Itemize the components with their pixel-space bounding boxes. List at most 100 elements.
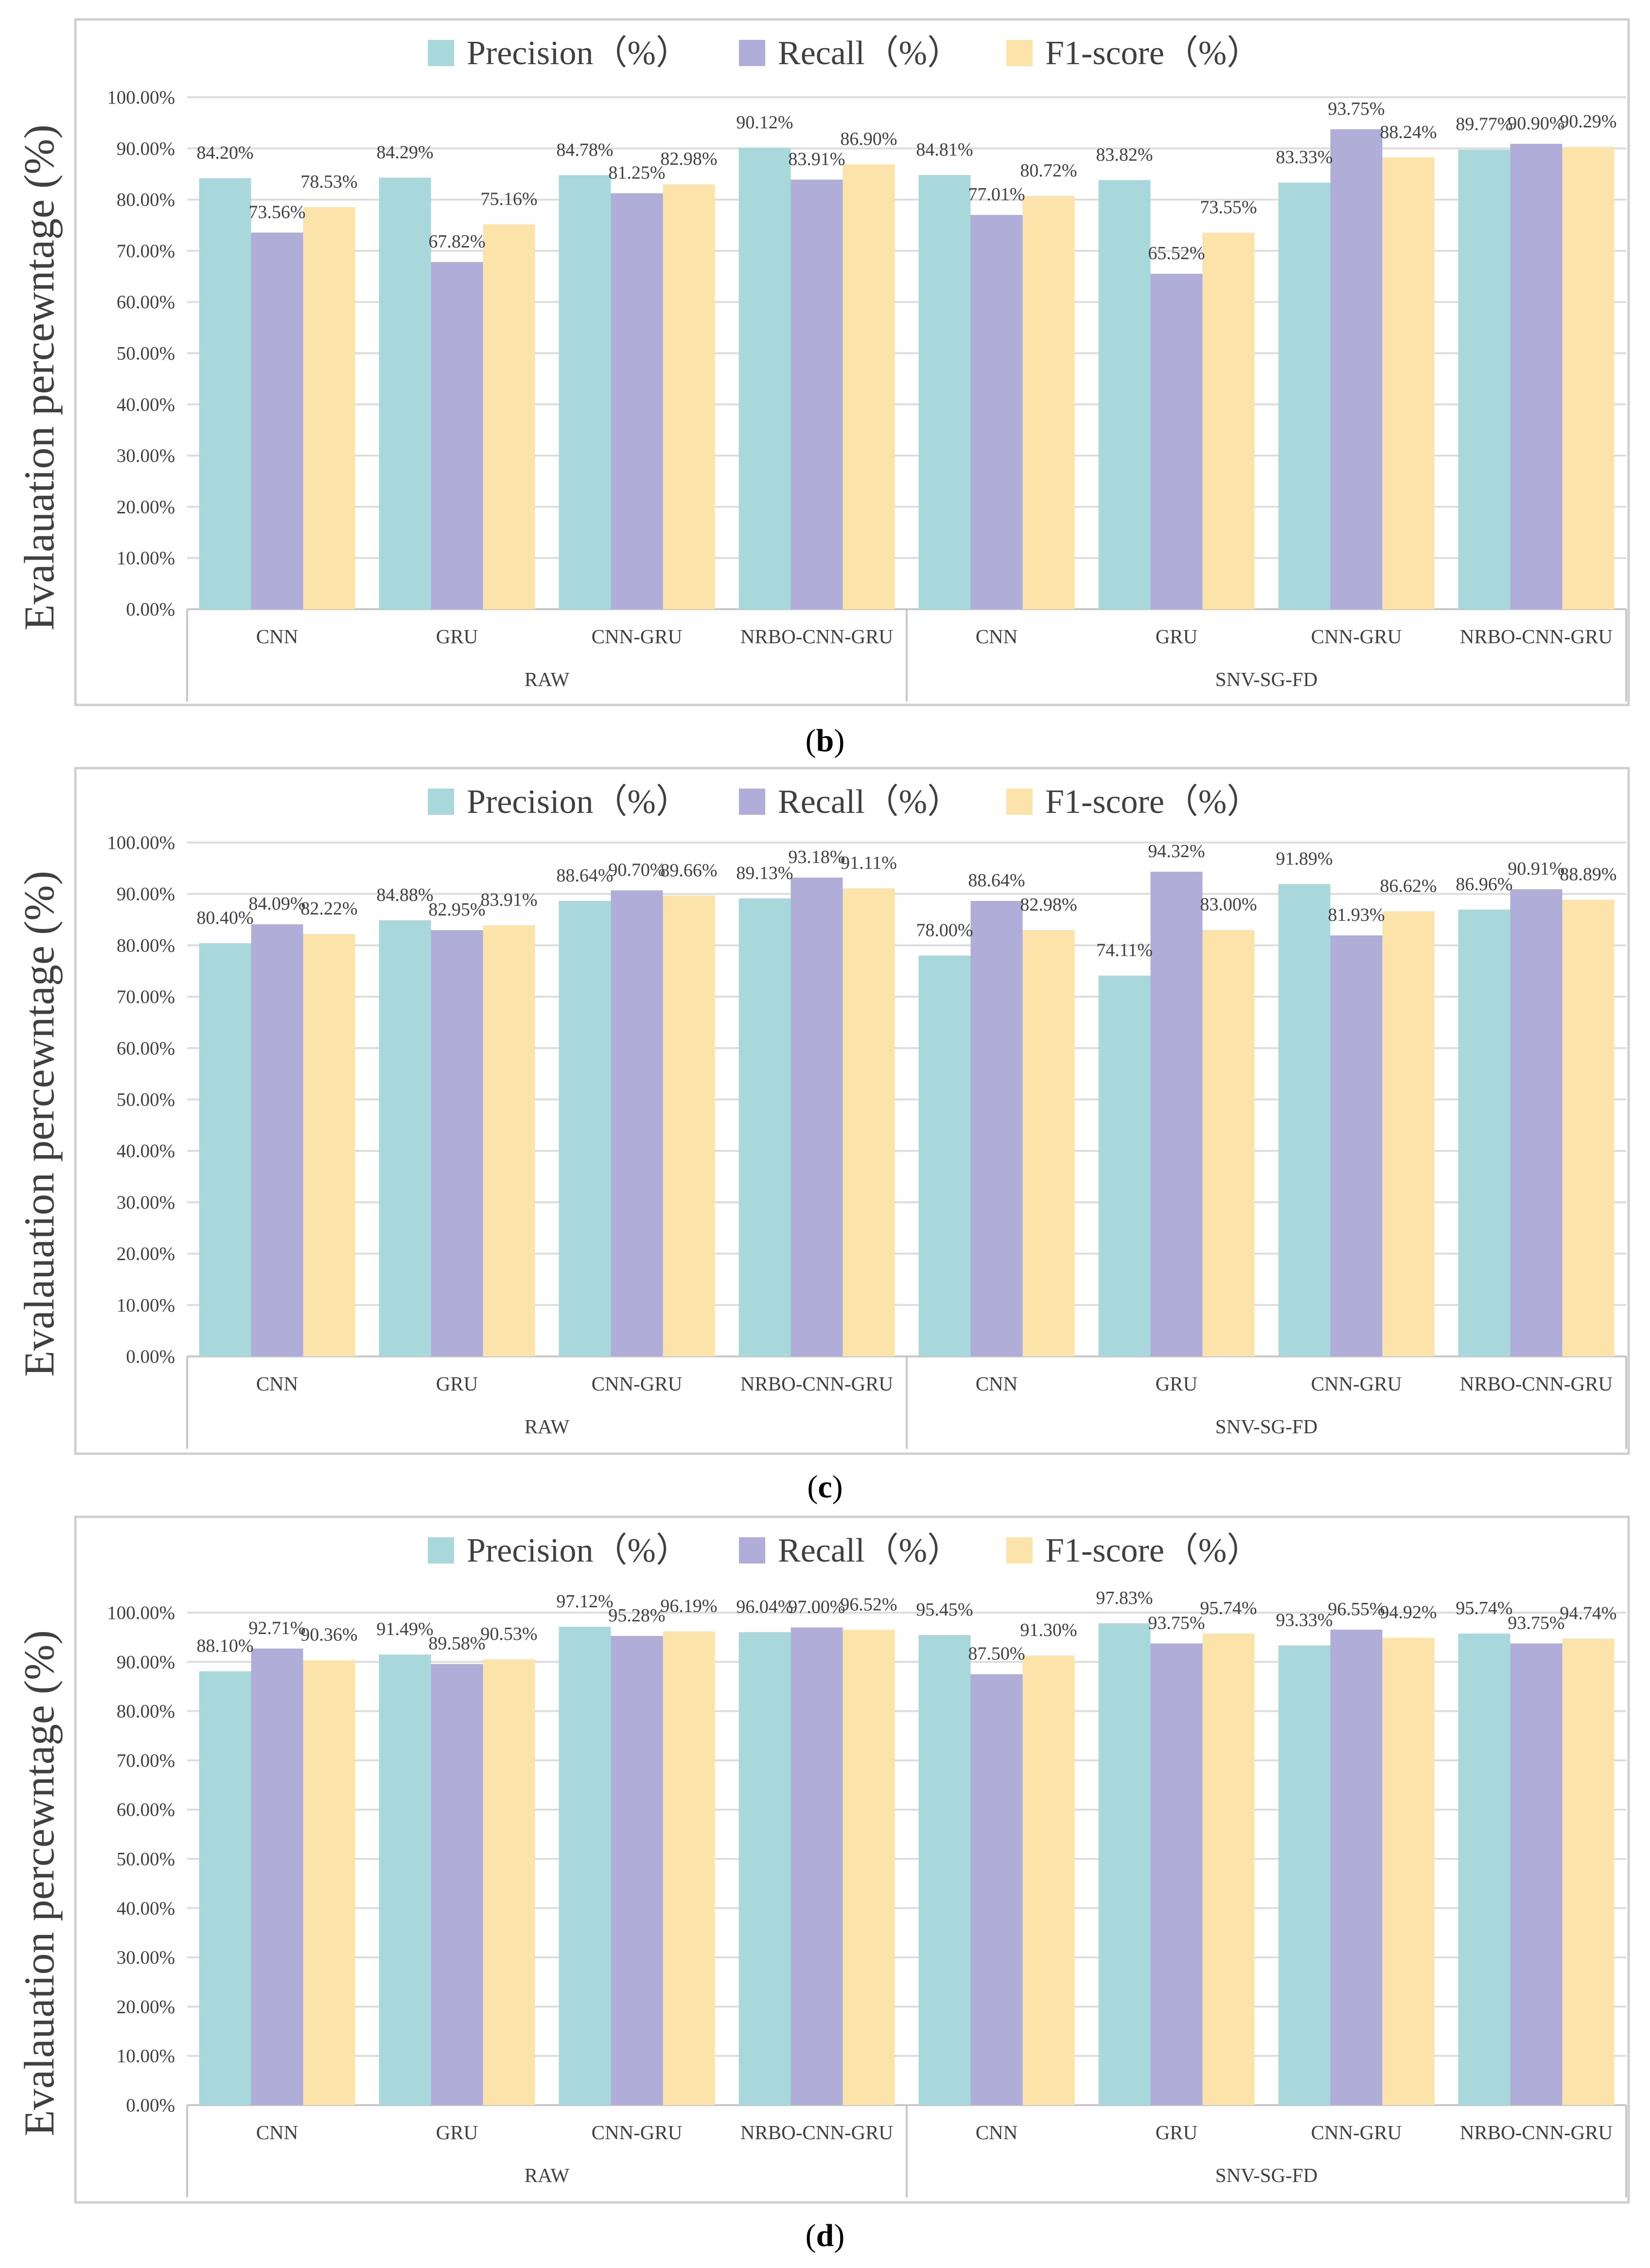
bar-precision-5 [918, 175, 971, 610]
data-label-recall: 81.25% [608, 162, 665, 183]
data-label-f1: 80.72% [1020, 160, 1077, 181]
panel-caption: (d) [806, 2218, 845, 2253]
data-label-recall: 93.75% [1508, 1613, 1564, 1633]
chart-panel-d: 0.00% 10.00% 20.00% 30.00% 40.00% 50.00% 60.00… [16, 1515, 1630, 2253]
data-label-recall: 95.28% [608, 1605, 665, 1626]
category-label: CNN [976, 2121, 1018, 2144]
data-label-recall: 90.90% [1508, 113, 1564, 134]
bar-recall-6 [1150, 274, 1203, 609]
data-label-f1: 86.90% [840, 129, 897, 149]
category-label: CNN [256, 2121, 298, 2144]
bar-precision-8 [1458, 1634, 1510, 2105]
bar-f1-7 [1382, 157, 1435, 610]
data-label-recall: 92.71% [248, 1618, 305, 1638]
bar-f1-8 [1562, 1638, 1615, 2105]
data-label-recall: 73.56% [248, 202, 305, 222]
data-label-f1: 94.74% [1560, 1603, 1616, 1623]
data-label-f1: 89.66% [660, 860, 717, 880]
legend-label-precision: Precision（%） [467, 1532, 690, 1569]
y-tick-label: 30.00% [117, 1192, 175, 1213]
category-label: CNN-GRU [592, 625, 683, 648]
caption-paren-close: ) [834, 723, 844, 758]
data-label-precision: 97.12% [556, 1591, 613, 1612]
data-label-f1: 96.19% [660, 1596, 717, 1617]
legend-swatch-f1 [1006, 1537, 1033, 1564]
caption-paren-close: ) [834, 2218, 844, 2253]
y-tick-label: 90.00% [117, 884, 175, 905]
data-label-precision: 84.88% [376, 885, 433, 905]
legend-swatch-recall [739, 40, 765, 66]
bar-f1-5 [1022, 196, 1075, 609]
data-label-precision: 95.45% [916, 1600, 973, 1620]
category-label: CNN [976, 1372, 1018, 1395]
y-tick-label: 80.00% [117, 190, 175, 211]
bar-recall-5 [970, 215, 1023, 609]
y-tick-label: 0.00% [126, 1346, 175, 1367]
caption-paren-close: ) [832, 1469, 843, 1505]
group-label: SNV-SG-FD [1215, 1415, 1317, 1438]
data-label-precision: 83.33% [1276, 147, 1333, 168]
data-label-recall: 88.64% [968, 870, 1025, 891]
bar-f1-1 [303, 207, 355, 609]
data-label-precision: 83.82% [1096, 144, 1153, 165]
category-label: NRBO-CNN-GRU [1460, 2121, 1613, 2144]
bar-precision-3 [559, 901, 611, 1356]
y-tick-label: 80.00% [117, 1701, 175, 1722]
bar-recall-8 [1510, 889, 1562, 1356]
data-label-recall: 90.91% [1508, 859, 1564, 879]
bar-precision-6 [1098, 180, 1151, 610]
bar-recall-1 [251, 924, 303, 1356]
bar-precision-1 [199, 943, 251, 1356]
data-label-f1: 78.53% [300, 172, 357, 192]
bar-f1-7 [1382, 1637, 1435, 2105]
group-label: SNV-SG-FD [1215, 2164, 1317, 2186]
group-label: RAW [525, 1415, 570, 1438]
category-label: CNN [256, 1372, 298, 1395]
y-tick-label: 0.00% [126, 599, 175, 620]
category-label: NRBO-CNN-GRU [740, 2121, 893, 2144]
y-tick-label: 80.00% [117, 935, 175, 956]
bar-precision-4 [738, 898, 791, 1356]
bar-f1-2 [483, 925, 535, 1356]
category-label: NRBO-CNN-GRU [740, 1372, 893, 1395]
data-label-precision: 74.11% [1096, 940, 1153, 961]
bar-f1-8 [1562, 147, 1615, 609]
data-label-recall: 87.50% [968, 1644, 1025, 1664]
y-tick-label: 70.00% [117, 1750, 175, 1771]
data-label-recall: 65.52% [1148, 243, 1205, 264]
y-tick-label: 70.00% [117, 241, 175, 262]
bar-f1-8 [1562, 899, 1615, 1356]
y-tick-label: 20.00% [117, 496, 175, 517]
data-label-f1: 95.74% [1200, 1598, 1257, 1618]
bar-recall-6 [1150, 872, 1203, 1356]
bar-recall-3 [611, 1635, 663, 2105]
legend-swatch-f1 [1006, 40, 1033, 66]
data-label-f1: 82.98% [1020, 895, 1077, 915]
y-tick-label: 20.00% [117, 1244, 175, 1265]
data-label-precision: 84.81% [916, 140, 973, 160]
category-label: GRU [1156, 1372, 1198, 1395]
data-label-f1: 96.52% [840, 1594, 897, 1615]
y-tick-label: 100.00% [107, 87, 175, 108]
bar-recall-5 [970, 1674, 1023, 2105]
data-label-f1: 73.55% [1200, 197, 1257, 218]
bar-f1-3 [663, 184, 715, 610]
data-label-precision: 84.29% [376, 142, 433, 162]
bar-recall-4 [790, 179, 843, 609]
bar-recall-3 [611, 890, 663, 1356]
legend-swatch-f1 [1006, 789, 1033, 815]
bar-recall-2 [431, 262, 483, 609]
bar-recall-1 [251, 232, 303, 609]
bar-recall-2 [431, 930, 483, 1356]
data-label-recall: 93.75% [1148, 1613, 1205, 1633]
category-label: CNN [976, 625, 1018, 648]
bar-recall-2 [431, 1664, 483, 2105]
data-label-f1: 83.00% [1200, 895, 1257, 915]
data-label-precision: 93.33% [1276, 1610, 1333, 1631]
bar-f1-5 [1022, 1655, 1075, 2105]
legend-label-recall: Recall（%） [778, 35, 961, 72]
category-label: CNN-GRU [1311, 1372, 1402, 1395]
bar-precision-3 [559, 175, 611, 609]
bar-recall-4 [790, 878, 843, 1356]
data-label-precision: 96.04% [736, 1597, 793, 1617]
